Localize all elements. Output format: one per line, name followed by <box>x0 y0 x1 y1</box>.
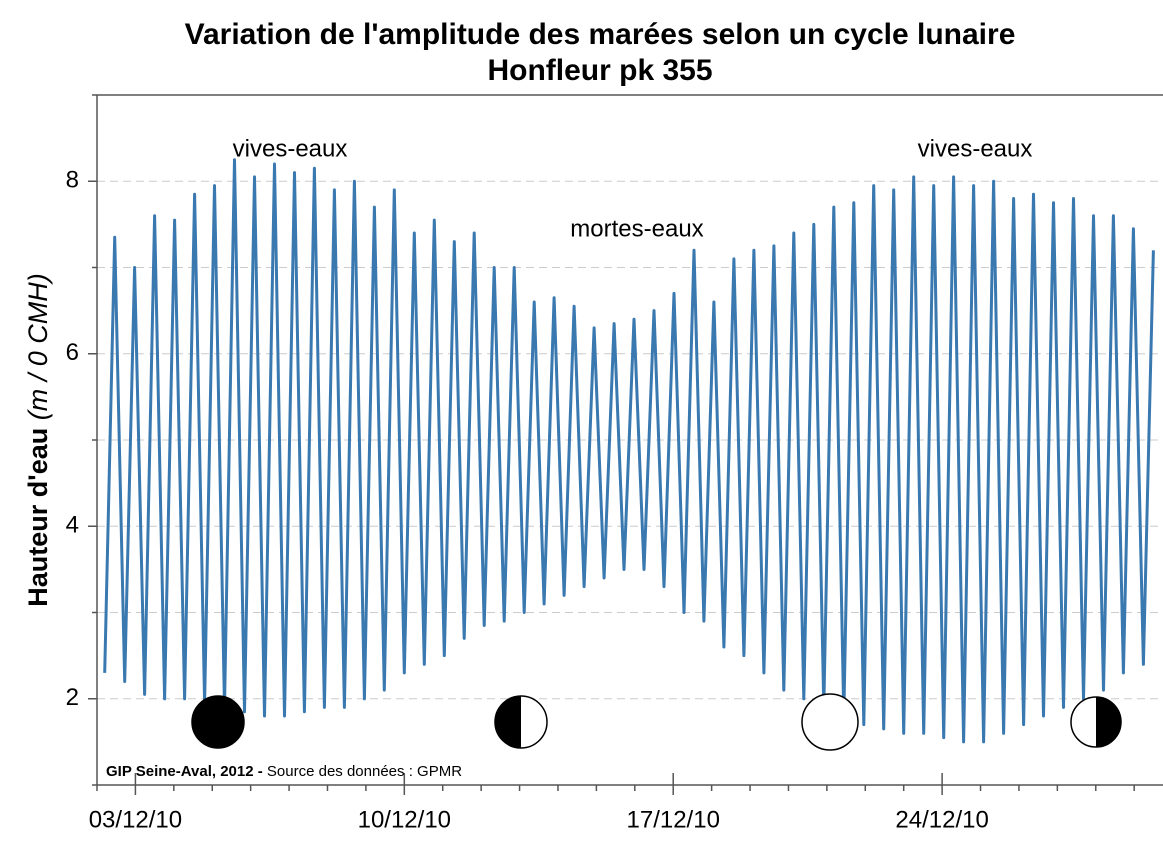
y-tick-label: 8 <box>66 167 79 194</box>
x-tick-label: 10/12/10 <box>358 806 451 833</box>
source-bold: GIP Seine-Aval, 2012 - <box>106 763 263 780</box>
y-label: Hauteur d'eau <box>23 428 53 607</box>
chart-subtitle: Honfleur pk 355 <box>487 54 712 87</box>
x-tick-label: 24/12/10 <box>895 806 988 833</box>
y-tick-label: 6 <box>66 339 79 366</box>
last-quarter-shade <box>1096 697 1121 747</box>
full-moon <box>801 693 859 751</box>
y-tick-label: 4 <box>66 512 79 539</box>
chart-title: Variation de l'amplitude des marées selo… <box>185 18 1016 51</box>
new-moon <box>191 695 245 749</box>
plot: 2 4 6 8 03/12/10 10/12/10 17/12/10 24/12/10 <box>66 94 1163 833</box>
y-tick-label: 2 <box>66 684 79 711</box>
first-quarter-shade <box>495 696 521 748</box>
source: GIP Seine-Aval, 2012 - Source des donnée… <box>106 763 462 780</box>
y-axis-label: Hauteur d'eau (m / 0 CMH) <box>23 273 53 606</box>
x-tick-label: 03/12/10 <box>89 806 182 833</box>
annotation: vives-eaux <box>233 135 348 162</box>
x-tick-label: 17/12/10 <box>627 806 720 833</box>
y-label-unit: (m / 0 CMH) <box>23 273 53 420</box>
source-text: Source des données : GPMR <box>267 763 462 780</box>
annotation: vives-eaux <box>918 135 1033 162</box>
tide-line <box>103 158 1155 744</box>
annotation: mortes-eaux <box>570 215 703 242</box>
